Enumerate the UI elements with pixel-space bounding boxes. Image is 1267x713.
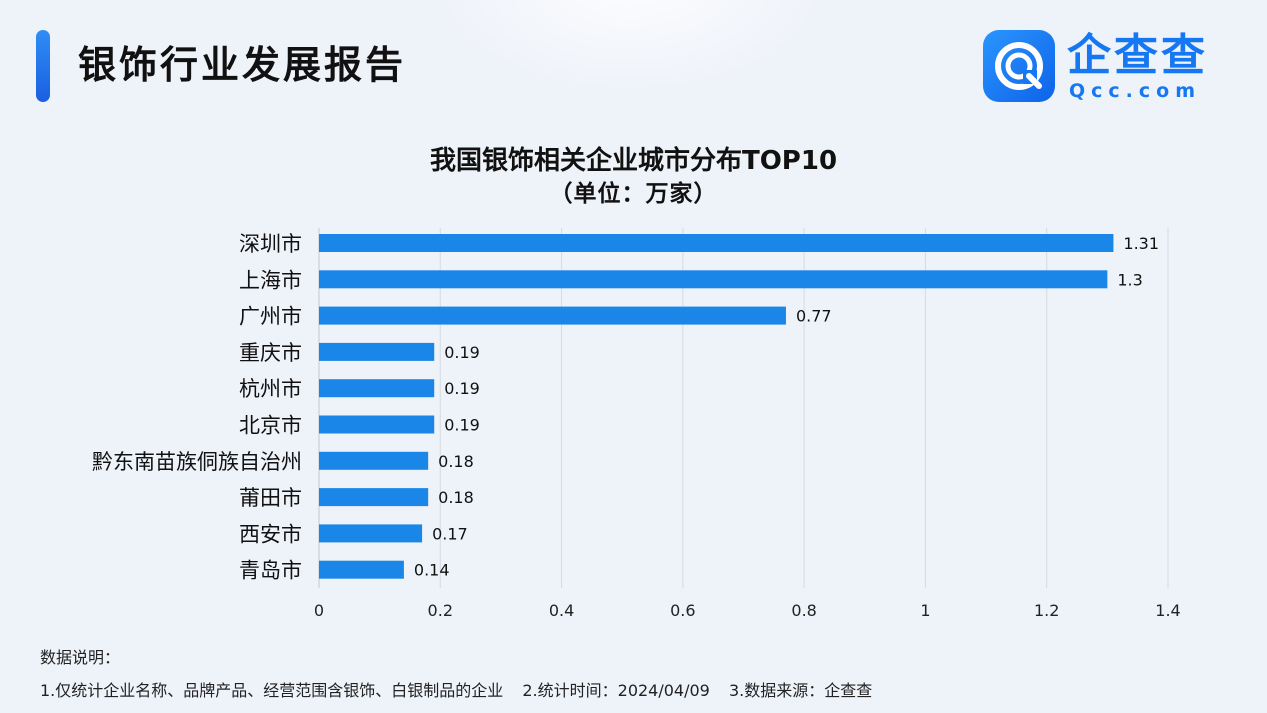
- bar: [319, 524, 423, 543]
- bar: [319, 342, 435, 361]
- page-title: 银饰行业发展报告: [78, 43, 407, 87]
- chart-title: 我国银饰相关企业城市分布TOP10: [429, 146, 838, 176]
- chart-subtitle: （单位：万家）: [549, 181, 718, 207]
- category-label: 上海市: [239, 268, 302, 292]
- bar: [319, 415, 435, 434]
- qcc-logo: 企查查 Qcc.com: [983, 30, 1233, 102]
- bar: [319, 379, 435, 398]
- x-tick-label: 1.2: [1034, 601, 1059, 620]
- category-label: 重庆市: [239, 341, 302, 365]
- notes-heading: 数据说明：: [40, 648, 121, 667]
- category-label: 青岛市: [239, 559, 302, 583]
- x-tick-label: 0.6: [670, 601, 695, 620]
- data-label: 0.14: [414, 561, 450, 580]
- data-label: 0.19: [444, 416, 480, 435]
- category-label: 深圳市: [239, 232, 302, 256]
- qcc-logo-icon: [983, 30, 1055, 102]
- bar: [319, 451, 429, 470]
- category-label: 杭州市: [239, 377, 302, 401]
- data-label: 1.31: [1123, 234, 1159, 253]
- bar: [319, 560, 404, 579]
- x-tick-label: 0.2: [428, 601, 453, 620]
- category-label: 莆田市: [239, 486, 302, 510]
- bar: [319, 306, 786, 325]
- note-item: 1.仅统计企业名称、品牌产品、经营范围含银饰、白银制品的企业: [40, 681, 504, 700]
- x-tick-label: 1: [920, 601, 930, 620]
- bar: [319, 270, 1108, 289]
- note-item: 2.统计时间：2024/04/09: [522, 681, 710, 700]
- logo-name: 企查查: [1067, 30, 1208, 81]
- x-tick-label: 0.8: [791, 601, 816, 620]
- data-label: 1.3: [1117, 270, 1142, 289]
- category-label: 北京市: [239, 414, 302, 438]
- data-label: 0.19: [444, 343, 480, 362]
- bar: [319, 234, 1114, 252]
- data-label: 0.18: [438, 452, 474, 471]
- data-label: 0.18: [438, 488, 474, 507]
- category-label: 广州市: [239, 305, 302, 329]
- category-label: 西安市: [239, 522, 302, 546]
- category-label: 黔东南苗族侗族自治州: [92, 450, 302, 474]
- note-item: 3.数据来源：企查查: [728, 681, 873, 700]
- bar: [319, 488, 429, 507]
- data-label: 0.17: [432, 524, 468, 543]
- notes-line: 1.仅统计企业名称、品牌产品、经营范围含银饰、白银制品的企业 2.统计时间：20…: [40, 677, 886, 701]
- data-label: 0.19: [444, 379, 480, 398]
- x-tick-label: 1.4: [1155, 601, 1180, 620]
- data-label: 0.77: [796, 307, 832, 326]
- x-tick-label: 0: [314, 601, 324, 620]
- logo-domain: Qcc.com: [1069, 80, 1202, 102]
- x-tick-label: 0.4: [549, 601, 574, 620]
- title-accent-bar: [36, 30, 50, 102]
